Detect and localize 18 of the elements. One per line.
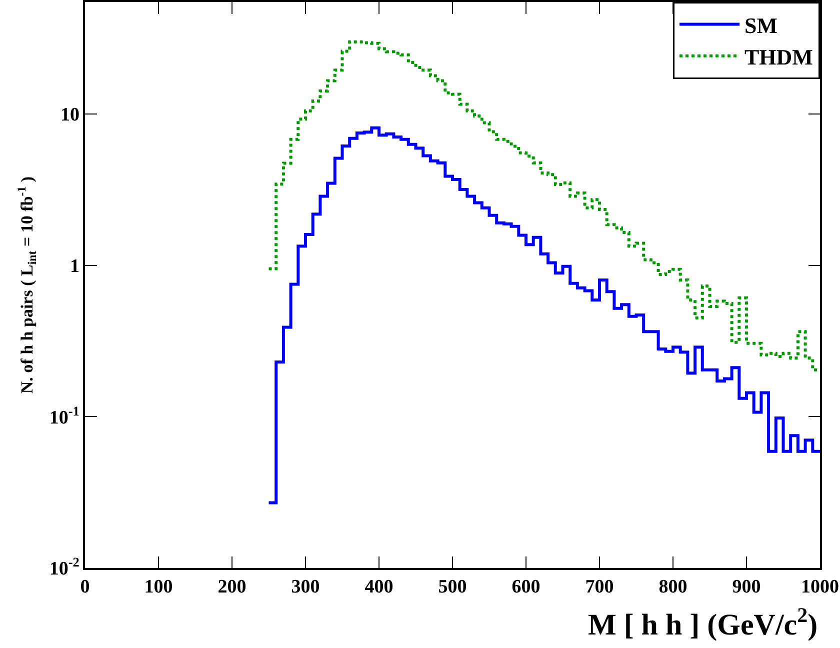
x-tick-label: 500	[438, 576, 467, 598]
x-axis-title: M [ h h ] (GeV/c$^{2}$)	[588, 603, 818, 642]
x-tick-label: 600	[512, 576, 540, 598]
x-tick-label: 300	[291, 576, 320, 598]
y-tick-label: 10	[60, 104, 80, 126]
x-tick-label: 400	[364, 576, 394, 598]
x-tick-label: 900	[732, 576, 761, 598]
x-tick-label: 200	[218, 576, 246, 598]
legend-label: SM	[744, 12, 778, 38]
legend-label: THDM	[744, 44, 814, 70]
y-tick-label: 1	[70, 256, 80, 278]
x-tick-label: 0	[80, 576, 90, 598]
y-tick-label: 10$^{-1}$	[49, 403, 80, 428]
x-tick-label: 100	[144, 576, 173, 598]
y-tick-label: 10$^{-2}$	[49, 554, 80, 580]
x-tick-label: 700	[585, 576, 614, 598]
x-tick-label: 1000	[801, 576, 839, 598]
x-tick-label: 800	[658, 576, 688, 598]
